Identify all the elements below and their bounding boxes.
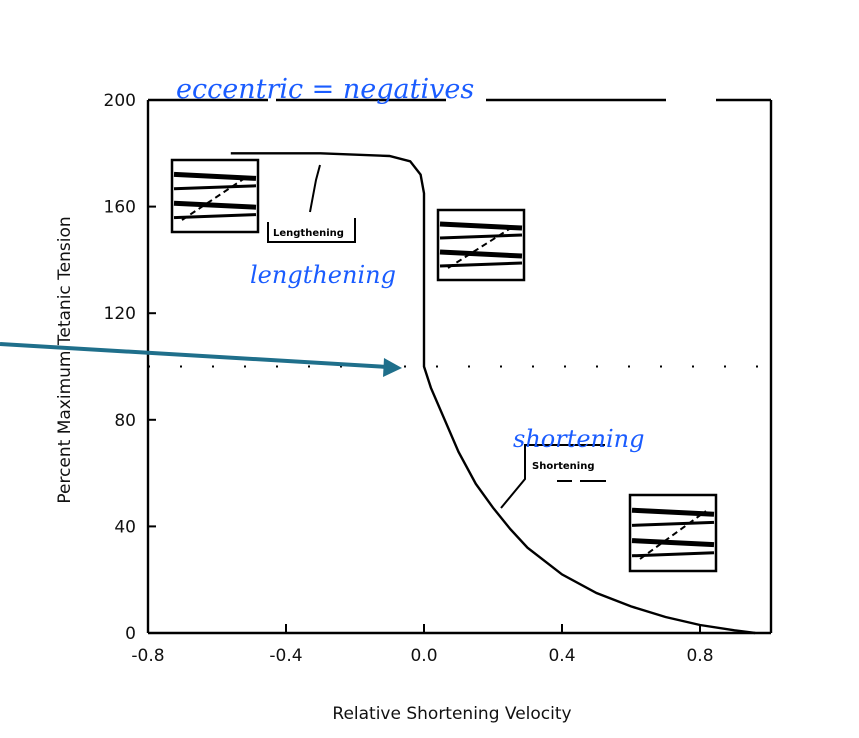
- handwritten-shortening-note: shortening: [513, 425, 645, 453]
- inset-frame: [436, 208, 526, 282]
- x-tick-label: 0.0: [410, 646, 437, 666]
- y-tick-label: 200: [104, 91, 136, 111]
- pointer-arrow: [0, 342, 402, 377]
- y-tick-label: 0: [125, 624, 136, 644]
- muscle-inset-sketch: [628, 493, 718, 573]
- x-tick-label: 0.8: [686, 646, 713, 666]
- inset-filament: [631, 551, 715, 558]
- muscle-insets: [170, 158, 718, 573]
- handwritten-lengthening-note: lengthening: [250, 261, 396, 289]
- printed-lengthening-label: Lengthening: [273, 228, 344, 239]
- muscle-inset-sketch: [170, 158, 260, 234]
- inset-frame: [170, 158, 260, 234]
- ticks: -0.8 -0.4 0.0 0.4 0.8 0 40 80 120 160 200: [104, 91, 714, 666]
- inset-frame: [628, 493, 718, 573]
- x-axis-label: Relative Shortening Velocity: [332, 704, 571, 724]
- inset-filament: [173, 184, 257, 191]
- y-axis-label: Percent Maximum Tetanic Tension: [55, 216, 75, 503]
- axes: [146, 98, 773, 635]
- inset-filament: [439, 249, 523, 259]
- inset-filament: [173, 171, 257, 181]
- inset-crossbridge: [639, 510, 707, 560]
- inset-filament: [631, 507, 715, 517]
- muscle-inset-sketch: [436, 208, 526, 282]
- x-tick-label: -0.4: [269, 646, 302, 666]
- inset-filament: [631, 538, 715, 548]
- inset-filament: [631, 520, 715, 527]
- lengthening-callout-line: [267, 164, 356, 243]
- inset-filament: [439, 261, 523, 268]
- inset-filament: [439, 233, 523, 240]
- inset-crossbridge: [181, 175, 249, 221]
- handwritten-eccentric-note: eccentric = negatives: [176, 74, 474, 105]
- printed-shortening-label: Shortening: [532, 461, 595, 472]
- y-tick-label: 80: [114, 411, 136, 431]
- x-tick-label: 0.4: [548, 646, 575, 666]
- inset-filament: [173, 213, 257, 220]
- force-velocity-curve: [230, 152, 756, 635]
- shortening-callout-line: [500, 444, 606, 509]
- inset-filament: [439, 221, 523, 231]
- y-tick-label: 40: [114, 517, 136, 537]
- x-tick-label: -0.8: [131, 646, 164, 666]
- inset-crossbridge: [447, 225, 515, 269]
- inset-filament: [173, 200, 257, 210]
- y-tick-label: 120: [104, 304, 136, 324]
- y-tick-label: 160: [104, 198, 136, 218]
